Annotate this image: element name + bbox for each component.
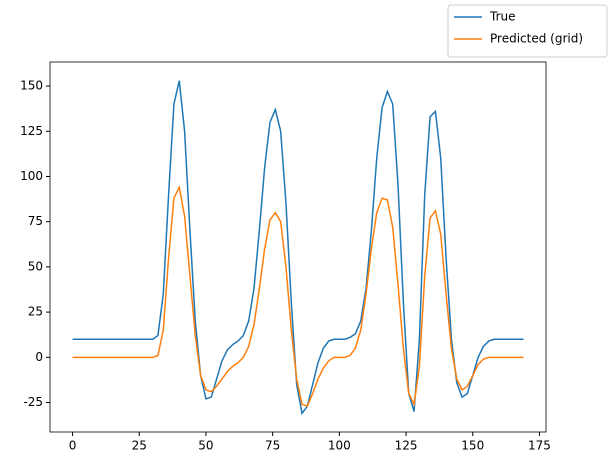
x-tick-label: 100 — [328, 439, 351, 453]
x-tick-label: 75 — [265, 439, 280, 453]
y-tick-label: 25 — [28, 305, 43, 319]
legend-box — [447, 4, 608, 58]
x-tick-label: 25 — [132, 439, 147, 453]
x-tick-label: 50 — [198, 439, 213, 453]
y-tick-label: 100 — [20, 169, 43, 183]
y-tick-label: 125 — [20, 124, 43, 138]
legend-label: True — [489, 10, 516, 24]
plot-frame — [49, 61, 547, 433]
y-tick-label: -25 — [23, 395, 43, 409]
x-tick-label: 175 — [528, 439, 551, 453]
x-tick-label: 0 — [69, 439, 77, 453]
y-tick-label: 75 — [28, 214, 43, 228]
x-tick-label: 150 — [461, 439, 484, 453]
y-tick-label: 0 — [35, 350, 43, 364]
series-line — [72, 80, 524, 416]
series-line — [72, 184, 524, 408]
y-tick-label: 50 — [28, 259, 43, 273]
legend-label: Predicted (grid) — [490, 32, 583, 46]
y-tick-label: 150 — [20, 79, 43, 93]
x-tick-label: 125 — [395, 439, 418, 453]
